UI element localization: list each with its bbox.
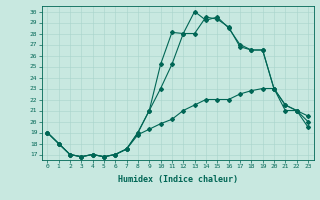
X-axis label: Humidex (Indice chaleur): Humidex (Indice chaleur) xyxy=(118,175,237,184)
